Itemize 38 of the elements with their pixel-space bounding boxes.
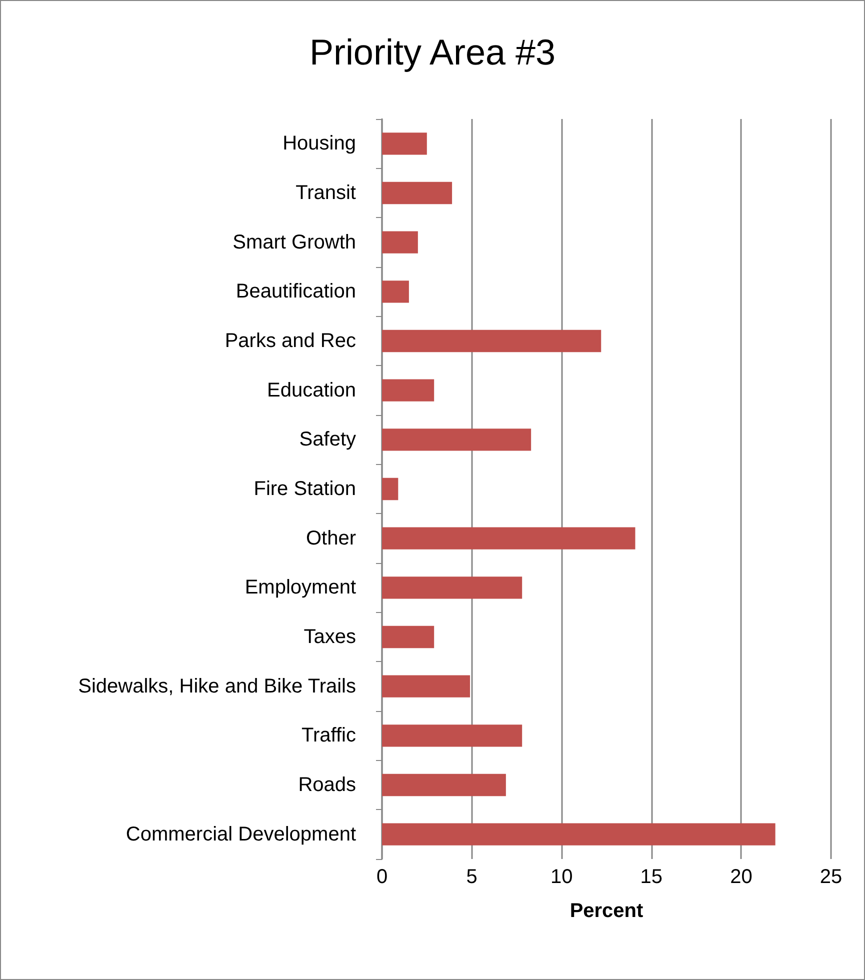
y-tick-label: Sidewalks, Hike and Bike Trails	[78, 675, 356, 698]
y-tick-label: Commercial Development	[126, 823, 356, 846]
y-tick-label: Beautification	[236, 280, 356, 303]
bar	[382, 330, 602, 352]
y-tick-label: Roads	[298, 774, 356, 796]
x-tick-label: 0	[376, 866, 388, 888]
y-tick-label: Parks and Rec	[224, 330, 356, 352]
x-axis-title: Percent	[570, 900, 644, 922]
y-tick-label: Safety	[299, 428, 356, 451]
y-tick-label: Transit	[296, 182, 356, 204]
bar	[382, 280, 409, 303]
bar	[382, 774, 506, 796]
bar	[382, 823, 776, 846]
bar	[382, 182, 452, 204]
y-tick-label: Employment	[244, 576, 356, 599]
bar	[382, 724, 522, 747]
bar	[382, 626, 434, 648]
x-tick-label: 20	[730, 866, 752, 888]
y-tick-label: Housing	[282, 132, 356, 155]
x-tick-label: 5	[466, 866, 478, 888]
y-tick-label: Smart Growth	[232, 231, 356, 254]
chart-title: Priority Area #3	[309, 32, 556, 72]
y-tick-label: Taxes	[304, 626, 356, 648]
bar	[382, 132, 427, 155]
x-tick-label: 25	[820, 866, 842, 888]
bar	[382, 231, 418, 254]
bar	[382, 478, 398, 500]
y-tick-label: Fire Station	[254, 478, 356, 500]
y-tick-label: Traffic	[302, 724, 356, 747]
y-tick-label: Education	[267, 379, 356, 402]
x-tick-label: 10	[550, 866, 573, 888]
bar	[382, 675, 470, 698]
y-tick-label: Other	[306, 527, 356, 550]
bar	[382, 527, 636, 550]
bar	[382, 379, 434, 402]
bar	[382, 428, 532, 451]
bar	[382, 576, 522, 599]
x-tick-label: 15	[640, 866, 663, 888]
